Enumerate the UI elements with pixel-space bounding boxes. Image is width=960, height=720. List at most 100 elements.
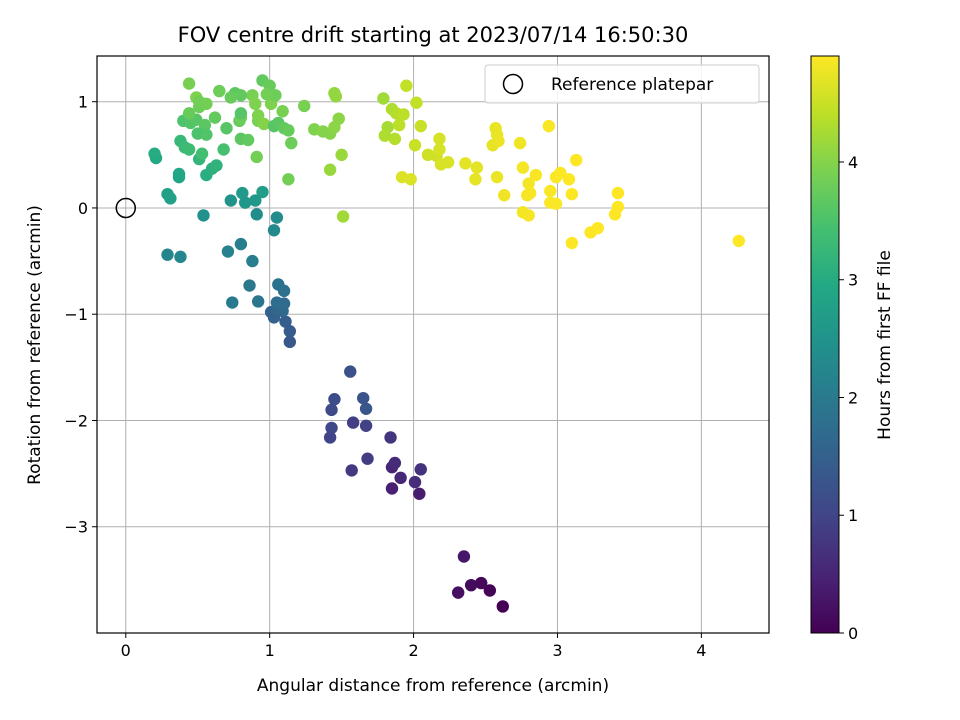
data-point <box>384 431 397 444</box>
data-point <box>224 194 238 207</box>
colorbar-tick-label: 3 <box>848 271 858 290</box>
data-point <box>241 133 255 147</box>
data-point <box>591 221 604 235</box>
data-point <box>234 237 248 251</box>
data-point <box>457 550 471 563</box>
colorbar-gradient <box>810 55 840 634</box>
colorbar: 0 1 2 3 4 Hours from first FF file <box>810 55 895 643</box>
y-tick-label: 0 <box>78 199 88 218</box>
data-point <box>174 250 187 264</box>
data-point <box>323 431 337 444</box>
data-point <box>234 89 248 102</box>
data-point <box>279 315 292 328</box>
data-point <box>451 586 465 599</box>
data-point <box>565 187 579 201</box>
data-point <box>611 186 625 200</box>
data-point <box>161 248 174 261</box>
data-point <box>234 107 248 120</box>
data-point <box>522 177 535 190</box>
data-point <box>414 463 427 476</box>
colorbar-tick-label: 0 <box>848 624 858 643</box>
data-point <box>236 186 249 200</box>
legend: Reference platepar <box>484 64 760 104</box>
data-point <box>164 192 177 205</box>
data-point <box>332 112 345 125</box>
data-point <box>267 224 281 237</box>
grid-lines <box>97 56 769 633</box>
data-point <box>413 487 426 500</box>
data-point <box>522 209 535 222</box>
chart-title: FOV centre drift starting at 2023/07/14 … <box>178 23 689 47</box>
data-point <box>250 150 263 164</box>
data-point <box>361 452 374 465</box>
data-point <box>732 234 745 248</box>
data-point <box>433 132 446 146</box>
data-point <box>335 148 348 162</box>
colorbar-label: Hours from first FF file <box>875 250 895 440</box>
data-point <box>408 475 422 489</box>
data-point <box>282 173 295 186</box>
data-point <box>498 189 511 202</box>
data-point <box>282 124 295 137</box>
data-point <box>529 168 543 182</box>
colorbar-tick-label: 1 <box>848 506 858 525</box>
legend-box <box>484 64 760 104</box>
data-point <box>272 278 285 291</box>
data-point <box>523 186 537 200</box>
data-point <box>611 200 625 214</box>
data-point <box>377 92 390 105</box>
data-point <box>213 84 226 98</box>
data-point <box>388 456 402 470</box>
data-point <box>394 471 407 485</box>
data-point <box>464 578 478 592</box>
reference-point <box>115 197 137 219</box>
data-point <box>565 236 579 250</box>
y-tick-label: 1 <box>78 93 88 112</box>
data-point <box>270 296 284 309</box>
data-point <box>221 245 235 258</box>
data-point <box>388 132 402 146</box>
data-point <box>408 139 422 152</box>
y-tick-label: −2 <box>64 411 88 430</box>
data-point <box>260 88 273 101</box>
y-axis-ticks: 1 0 −1 −2 −3 <box>64 93 97 537</box>
data-point <box>298 99 311 113</box>
data-point <box>475 576 488 590</box>
data-point <box>459 157 472 170</box>
data-point <box>336 210 350 223</box>
data-point <box>285 136 298 150</box>
data-points <box>148 74 745 613</box>
data-point <box>542 119 556 133</box>
data-point <box>249 97 262 111</box>
data-point <box>346 416 360 429</box>
data-point <box>554 166 567 180</box>
data-point <box>197 209 210 222</box>
x-tick-label: 4 <box>696 641 706 660</box>
data-point <box>392 118 406 132</box>
data-point <box>249 194 262 207</box>
data-point <box>182 107 196 120</box>
data-point <box>359 402 373 415</box>
data-point <box>470 161 484 174</box>
data-point <box>328 393 341 406</box>
legend-reference-marker <box>502 73 524 95</box>
data-point <box>516 161 530 174</box>
x-axis-ticks: 0 1 2 3 4 <box>121 633 706 660</box>
data-point <box>496 600 509 613</box>
y-tick-label: −3 <box>64 518 88 537</box>
data-point <box>433 143 446 156</box>
data-point <box>544 184 557 198</box>
data-point <box>148 147 161 160</box>
data-point <box>325 403 338 417</box>
data-point <box>562 173 576 186</box>
data-point <box>378 129 391 142</box>
data-point <box>192 95 206 108</box>
data-point <box>397 108 410 121</box>
data-point <box>239 196 252 209</box>
data-point <box>400 79 413 92</box>
data-point <box>226 296 239 309</box>
x-tick-label: 3 <box>552 641 562 660</box>
reference-marker <box>115 197 137 219</box>
x-tick-label: 0 <box>121 641 131 660</box>
